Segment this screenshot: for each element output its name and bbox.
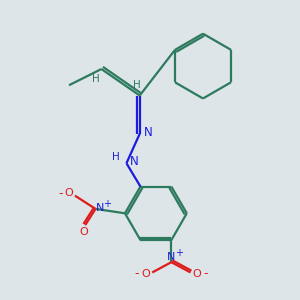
Text: O: O [80, 226, 88, 237]
Text: -: - [203, 267, 208, 280]
Text: N: N [130, 155, 139, 168]
Text: N: N [144, 126, 152, 139]
Text: O: O [193, 269, 201, 279]
Text: O: O [141, 269, 150, 279]
Text: -: - [135, 267, 139, 280]
Text: H: H [112, 152, 120, 162]
Text: H: H [92, 74, 99, 84]
Text: +: + [103, 199, 111, 209]
Text: H: H [133, 80, 141, 90]
Text: O: O [64, 188, 73, 198]
Text: N: N [167, 252, 176, 262]
Text: -: - [58, 187, 62, 200]
Text: N: N [96, 203, 104, 213]
Text: +: + [175, 248, 183, 258]
